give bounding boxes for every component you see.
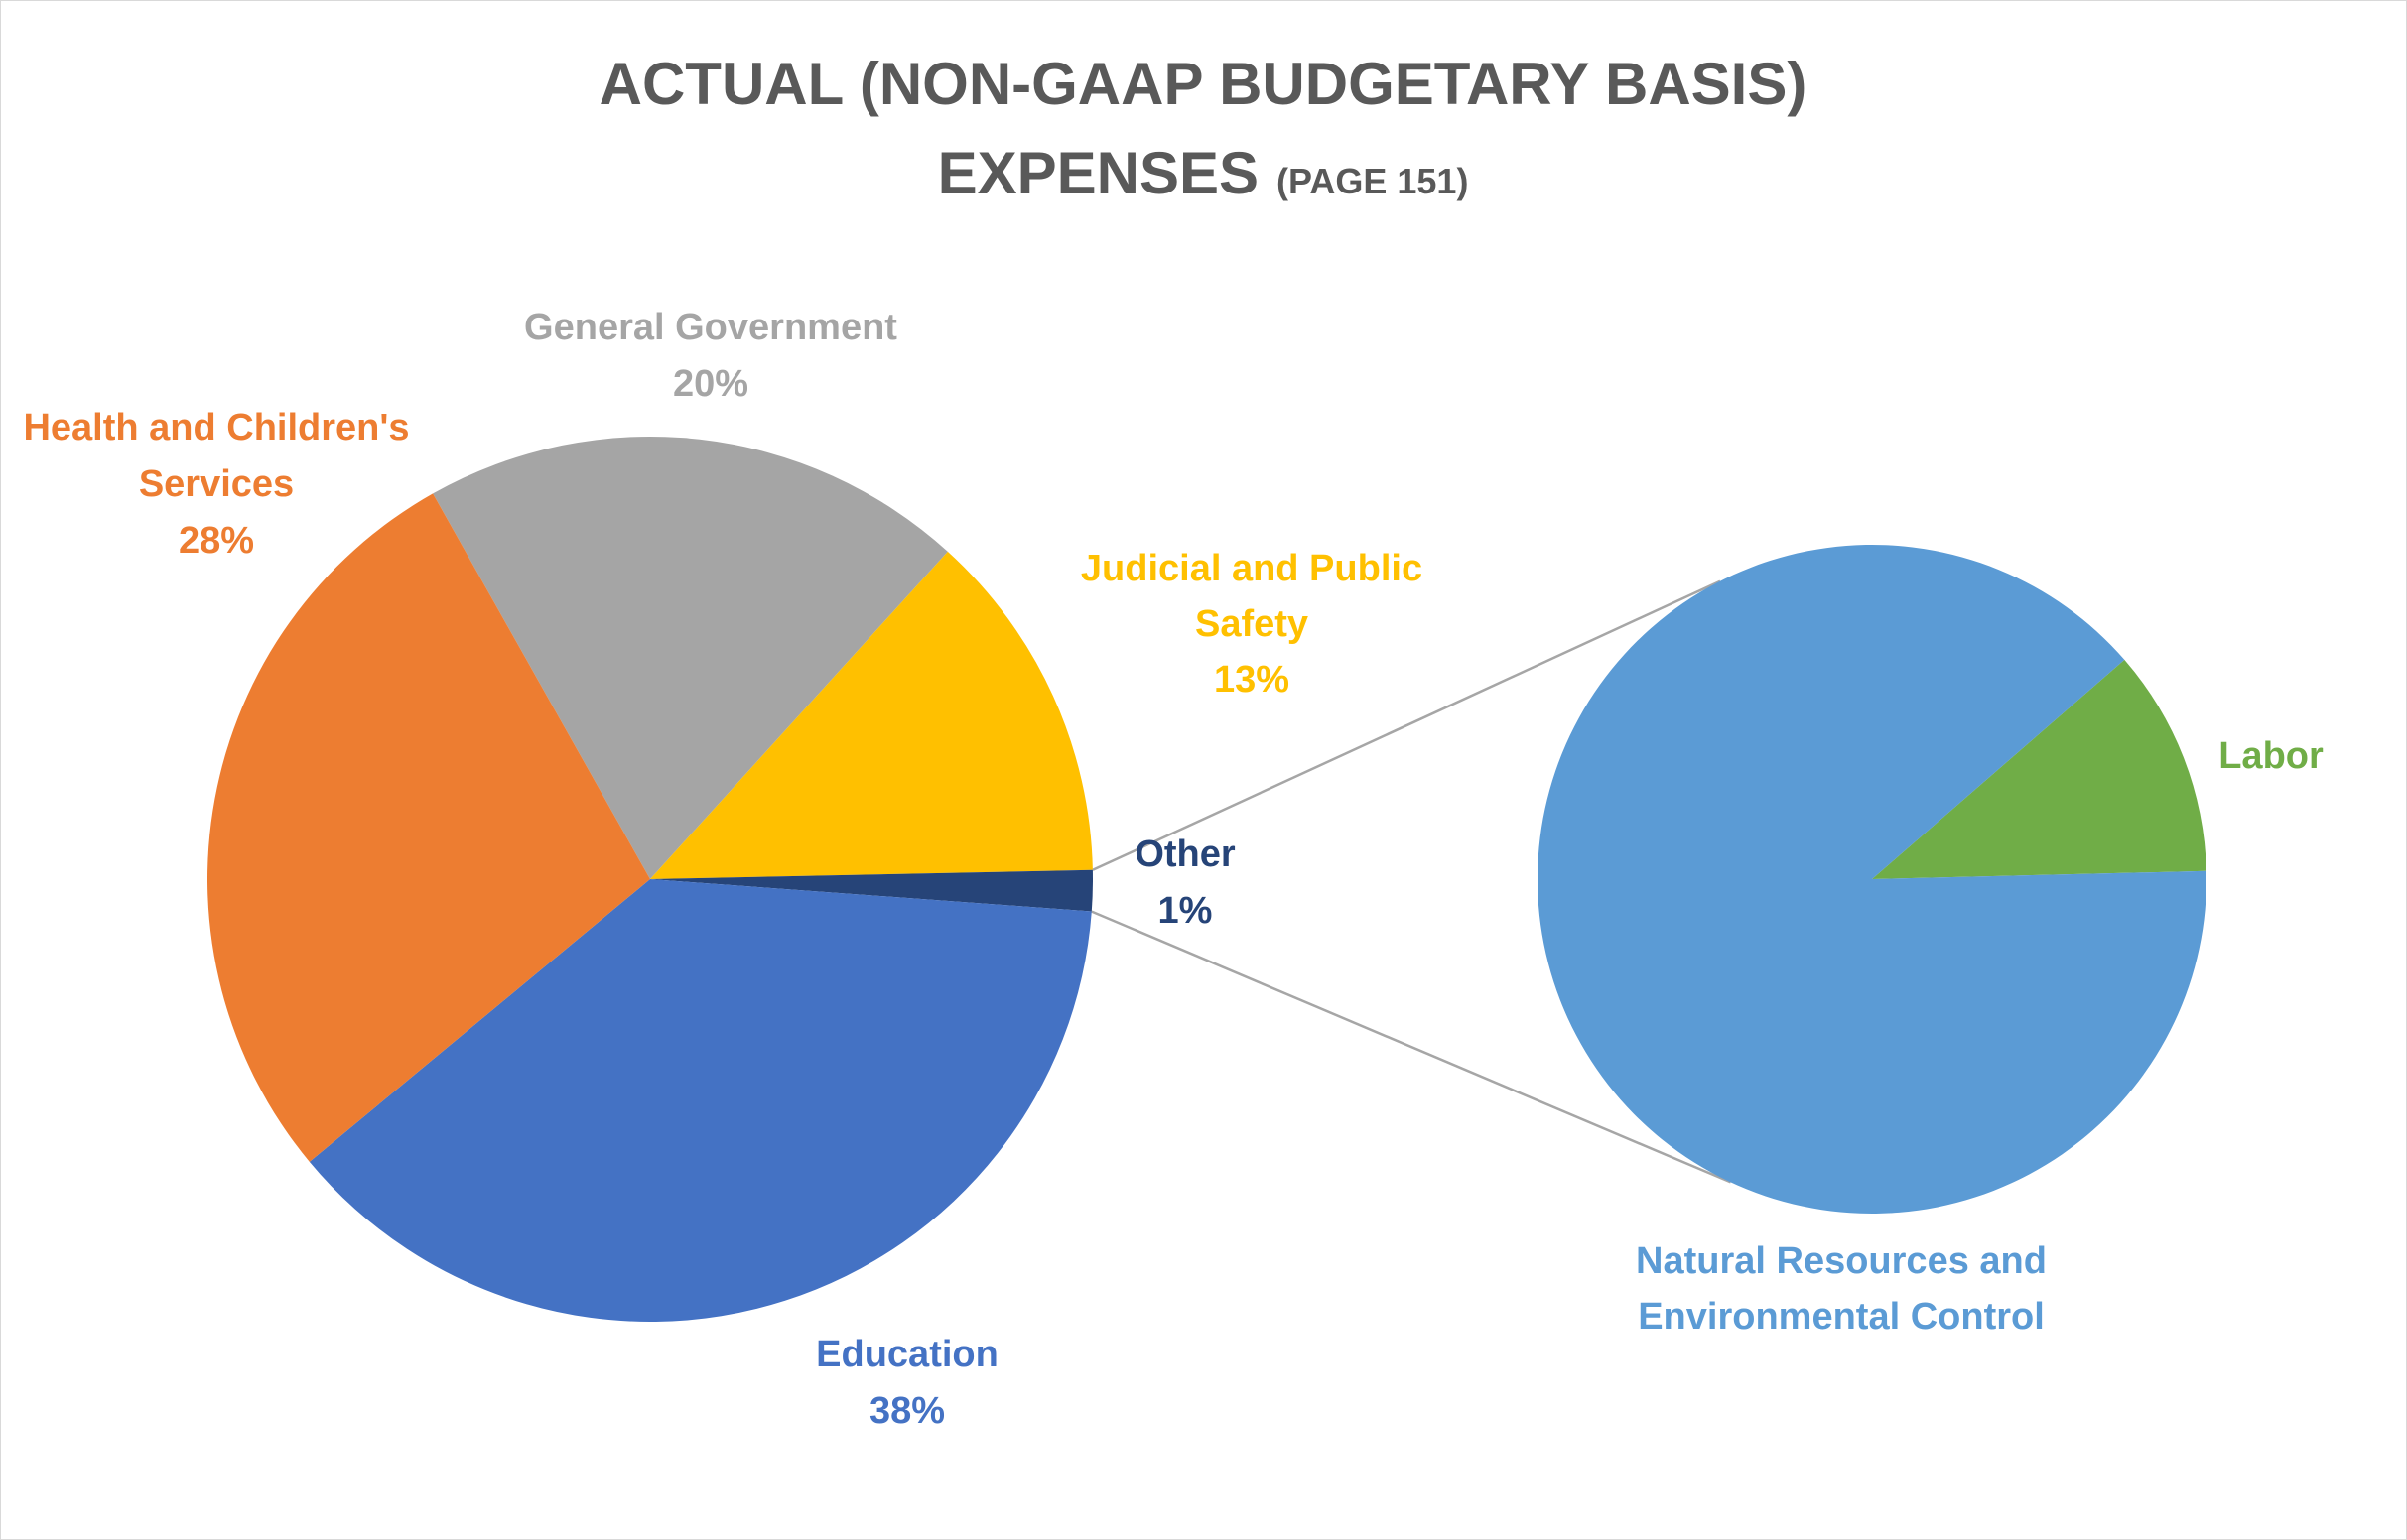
label-judicial-line2: Safety — [1195, 603, 1308, 645]
chart-title-expenses: EXPENSES — [938, 140, 1259, 206]
label-health-line2: Services — [139, 463, 294, 505]
chart-title-line1: ACTUAL (NON-GAAP BUDGETARY BASIS) — [600, 51, 1807, 117]
main-slice-education — [309, 879, 1092, 1322]
connector-lines — [1091, 579, 1732, 1184]
label-health-line1: Health and Children's — [23, 407, 409, 449]
main-slice-other — [650, 869, 1093, 912]
main-slice-health-and-children-s-services — [207, 493, 651, 1162]
percent-general-government: 20% — [673, 363, 748, 405]
label-natural-resources-line1: Natural Resources and — [1636, 1240, 2047, 1282]
main-slice-judicial-and-public-safety — [650, 551, 1093, 879]
percent-education: 38% — [869, 1390, 945, 1432]
label-natural-resources-line2: Environmental Control — [1638, 1296, 2045, 1338]
main-slice-general-government — [433, 437, 948, 879]
label-judicial-line1: Judicial and Public — [1081, 548, 1422, 589]
secondary-slice-natural-resources-and-environmental-control — [1538, 544, 2207, 1214]
percent-health: 28% — [179, 520, 254, 562]
secondary-slice-labor — [1872, 659, 2206, 879]
label-labor: Labor — [2218, 735, 2324, 777]
label-general-government: General Government — [524, 307, 897, 348]
percent-other: 1% — [1158, 890, 1213, 932]
percent-judicial: 13% — [1214, 659, 1289, 701]
label-other: Other — [1135, 834, 1236, 875]
label-education: Education — [816, 1334, 999, 1375]
connector-line-top — [1092, 579, 1721, 871]
chart-title-line2: EXPENSES (PAGE 151) — [938, 140, 1469, 206]
secondary-pie — [1538, 544, 2207, 1214]
connector-line-bottom — [1091, 910, 1732, 1184]
chart-title-page-note: (PAGE 151) — [1276, 161, 1468, 201]
main-pie — [207, 437, 1093, 1322]
